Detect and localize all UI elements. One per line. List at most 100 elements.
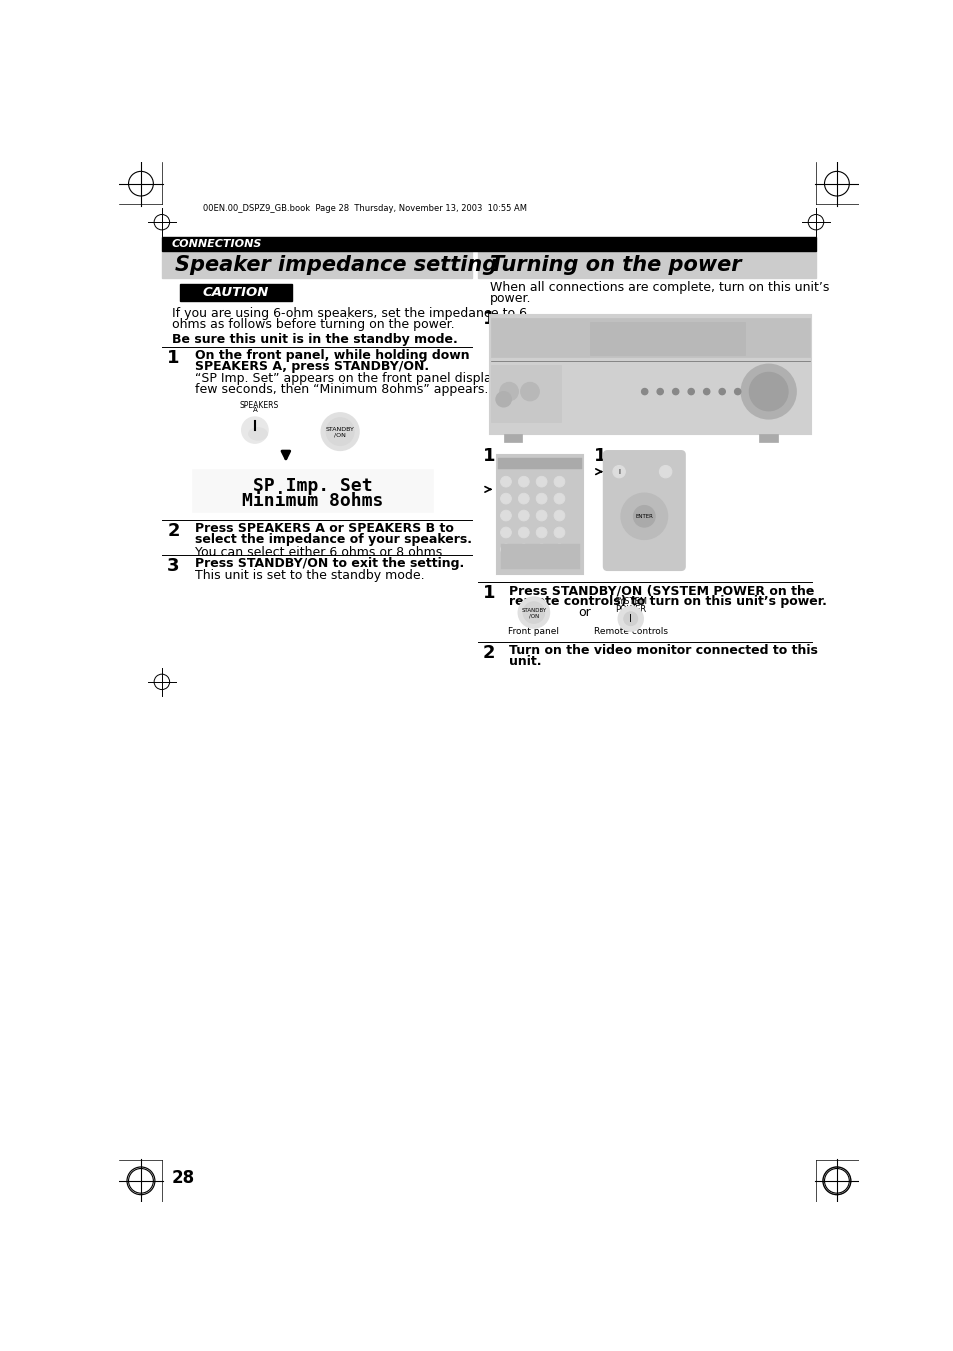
Text: unit.: unit. [509, 655, 541, 667]
Bar [503, 434, 521, 442]
Bar [193, 470, 433, 512]
Circle shape [154, 215, 170, 230]
Circle shape [749, 389, 756, 394]
Text: ohms as follows before turning on the power.: ohms as follows before turning on the po… [172, 317, 454, 331]
Circle shape [554, 493, 564, 504]
Circle shape [496, 392, 511, 407]
Circle shape [517, 511, 529, 521]
Circle shape [500, 493, 511, 504]
Circle shape [326, 417, 354, 446]
Text: /ON: /ON [334, 432, 346, 438]
Circle shape [127, 1167, 154, 1194]
Circle shape [719, 389, 724, 394]
Text: POWER: POWER [615, 605, 645, 613]
Circle shape [554, 544, 564, 555]
Circle shape [657, 389, 662, 394]
Text: 1: 1 [482, 447, 495, 465]
Text: 1: 1 [167, 349, 179, 367]
Circle shape [633, 505, 655, 527]
Circle shape [659, 466, 671, 478]
Bar [497, 455, 583, 574]
Circle shape [765, 389, 771, 394]
Text: Speaker impedance setting: Speaker impedance setting [174, 254, 497, 274]
Text: few seconds, then “Minimum 8ohms” appears.: few seconds, then “Minimum 8ohms” appear… [195, 384, 488, 396]
Bar [759, 434, 778, 442]
Text: 00EN.00_DSPZ9_GB.book  Page 28  Thursday, November 13, 2003  10:55 AM: 00EN.00_DSPZ9_GB.book Page 28 Thursday, … [203, 204, 526, 213]
Text: SP Imp. Set: SP Imp. Set [253, 477, 373, 494]
Circle shape [500, 544, 511, 555]
Text: I: I [618, 469, 619, 474]
Circle shape [517, 493, 529, 504]
Text: ENTER: ENTER [635, 513, 653, 519]
Text: Press STANDBY/ON to exit the setting.: Press STANDBY/ON to exit the setting. [195, 557, 464, 570]
Text: Press SPEAKERS A or SPEAKERS B to: Press SPEAKERS A or SPEAKERS B to [195, 523, 454, 535]
Circle shape [517, 477, 529, 488]
Circle shape [807, 215, 822, 230]
Circle shape [517, 597, 549, 628]
Circle shape [499, 382, 517, 401]
Circle shape [129, 1169, 153, 1193]
Text: Remote controls: Remote controls [593, 627, 667, 636]
Text: 2: 2 [482, 644, 495, 662]
Bar [489, 315, 810, 434]
Circle shape [520, 382, 538, 401]
Circle shape [612, 466, 624, 478]
Bar [497, 458, 581, 469]
Circle shape [641, 389, 647, 394]
Circle shape [703, 389, 709, 394]
Circle shape [620, 493, 667, 539]
Circle shape [623, 612, 637, 626]
Circle shape [536, 511, 546, 521]
Text: EXIT: EXIT [652, 559, 666, 563]
Text: 1: 1 [593, 447, 605, 465]
Text: 3: 3 [167, 557, 179, 576]
Circle shape [536, 544, 546, 555]
Circle shape [517, 527, 529, 538]
Bar [179, 284, 292, 301]
Bar [500, 544, 579, 569]
Text: SPEAKERS: SPEAKERS [239, 401, 278, 409]
Text: You can select either 6 ohms or 8 ohms.: You can select either 6 ohms or 8 ohms. [195, 546, 446, 558]
Text: Press STANDBY/ON (SYSTEM POWER on the: Press STANDBY/ON (SYSTEM POWER on the [509, 584, 814, 597]
Circle shape [536, 527, 546, 538]
Text: SPEAKERS A, press STANDBY/ON.: SPEAKERS A, press STANDBY/ON. [195, 359, 429, 373]
Text: CONNECTIONS: CONNECTIONS [172, 239, 262, 249]
Circle shape [522, 601, 544, 623]
Text: Minimum 8ohms: Minimum 8ohms [242, 492, 383, 509]
Circle shape [154, 674, 170, 689]
Text: Turn on the video monitor connected to this: Turn on the video monitor connected to t… [509, 644, 817, 657]
Text: “SP Imp. Set” appears on the front panel display for a: “SP Imp. Set” appears on the front panel… [195, 373, 532, 385]
Text: A: A [253, 407, 257, 413]
Text: STANDBY: STANDBY [325, 427, 355, 432]
Circle shape [823, 1169, 848, 1193]
Text: select the impedance of your speakers.: select the impedance of your speakers. [195, 534, 472, 546]
Text: 1: 1 [482, 584, 495, 603]
Circle shape [748, 373, 787, 411]
Bar [491, 365, 560, 423]
FancyBboxPatch shape [603, 451, 684, 570]
Circle shape [554, 511, 564, 521]
Text: SYSTEM: SYSTEM [611, 461, 636, 466]
Circle shape [500, 527, 511, 538]
Circle shape [823, 172, 848, 196]
Text: 28: 28 [172, 1169, 194, 1186]
Text: TOP: TOP [622, 559, 635, 563]
Bar [491, 319, 809, 357]
Circle shape [672, 389, 679, 394]
Ellipse shape [249, 428, 267, 440]
Circle shape [517, 544, 529, 555]
Circle shape [554, 527, 564, 538]
Circle shape [687, 389, 694, 394]
Text: or: or [578, 607, 590, 619]
Circle shape [536, 493, 546, 504]
Text: I: I [629, 613, 632, 624]
Text: remote controls) to turn on this unit’s power.: remote controls) to turn on this unit’s … [509, 594, 826, 608]
Circle shape [500, 477, 511, 488]
Text: 2: 2 [167, 523, 179, 540]
Bar [590, 323, 744, 354]
Text: STANDBY: STANDBY [520, 608, 546, 613]
Circle shape [618, 607, 642, 631]
Text: Be sure this unit is in the standby mode.: Be sure this unit is in the standby mode… [172, 334, 457, 346]
Text: 1: 1 [482, 309, 495, 328]
Text: power.: power. [489, 292, 531, 305]
